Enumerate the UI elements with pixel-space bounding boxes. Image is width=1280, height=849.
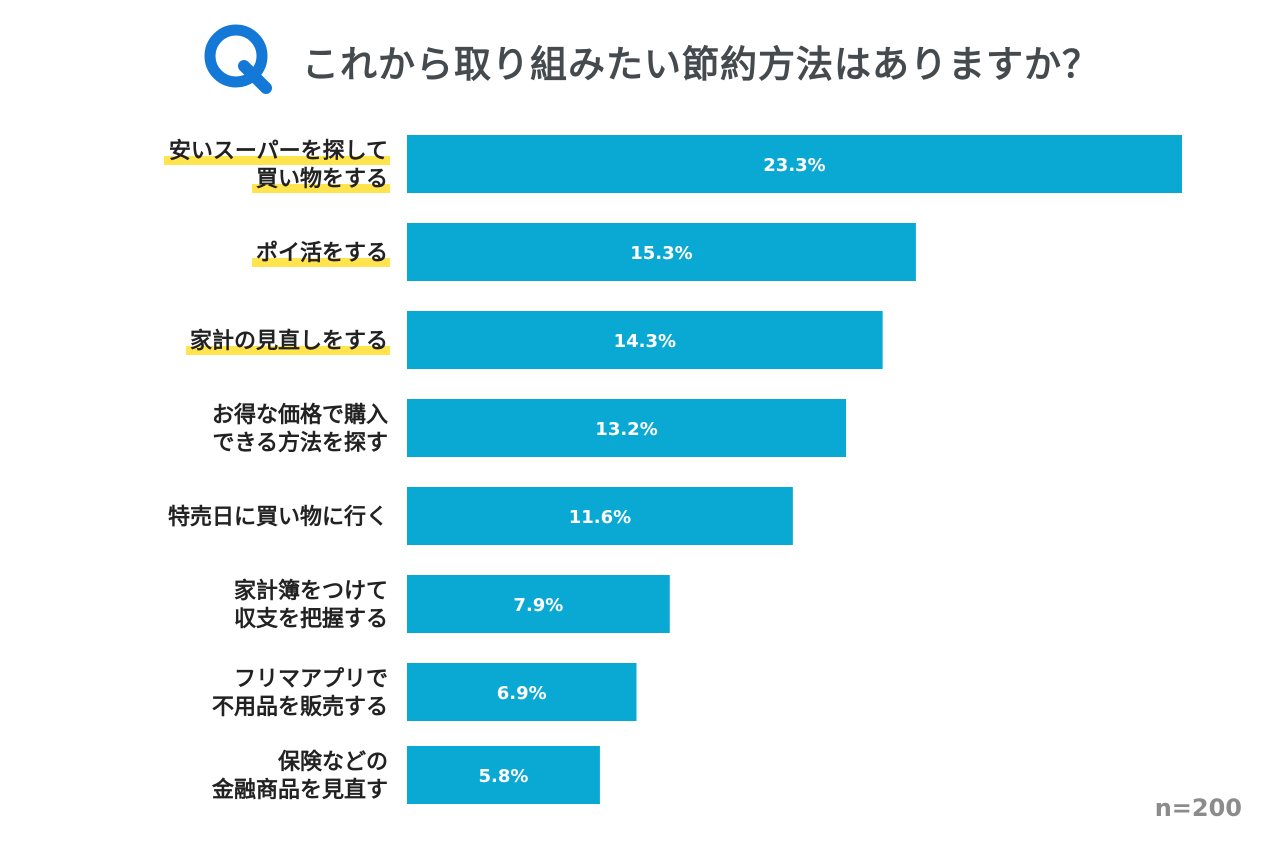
category-label-7-1: フリマアプリで — [234, 667, 388, 692]
q-icon — [204, 24, 272, 94]
value-label-2: 15.3% — [630, 243, 692, 264]
bar-4 — [407, 399, 847, 457]
value-label-1: 23.3% — [763, 155, 825, 176]
bar-2 — [407, 223, 916, 281]
q-icon-ring — [204, 24, 268, 88]
bar-7 — [407, 663, 637, 721]
bar-5 — [407, 487, 793, 545]
q-icon-tail — [238, 60, 272, 94]
label-highlight-2-1 — [252, 258, 390, 267]
category-label-8-1: 保険などの — [277, 750, 388, 775]
category-label-3-1: 家計の見直しをする — [190, 328, 388, 354]
value-label-7: 6.9% — [497, 683, 547, 704]
category-label-4-1: お得な価格で購入 — [212, 402, 388, 428]
category-label-1-2: 買い物をする — [256, 166, 388, 192]
category-label-6-2: 収支を把握する — [234, 606, 388, 632]
category-label-1-1: 安いスーパーを探して — [169, 138, 388, 164]
value-label-8: 5.8% — [478, 766, 528, 787]
value-label-6: 7.9% — [513, 595, 563, 616]
label-highlight-1-2 — [252, 184, 390, 193]
category-label-2-1: ポイ活をする — [256, 240, 388, 266]
category-label-5-1: 特売日に買い物に行く — [168, 504, 388, 530]
label-highlight-1-1 — [164, 156, 390, 165]
page-title: これから取り組みたい節約方法はありますか？ — [302, 43, 1100, 86]
sample-size-note: n=200 — [1154, 794, 1242, 822]
bar-6 — [407, 575, 670, 633]
bar-3 — [407, 311, 883, 369]
bar-8 — [407, 746, 600, 804]
bar-1 — [407, 135, 1182, 193]
category-label-6-1: 家計簿をつけて — [234, 578, 388, 604]
value-label-3: 14.3% — [614, 331, 676, 352]
category-label-7-2: 不用品を販売する — [212, 694, 388, 720]
value-label-5: 11.6% — [569, 507, 631, 528]
label-highlight-3-1 — [186, 346, 390, 355]
value-label-4: 13.2% — [595, 419, 657, 440]
category-label-4-2: できる方法を探す — [212, 430, 388, 456]
category-label-8-2: 金融商品を見直す — [211, 777, 388, 803]
